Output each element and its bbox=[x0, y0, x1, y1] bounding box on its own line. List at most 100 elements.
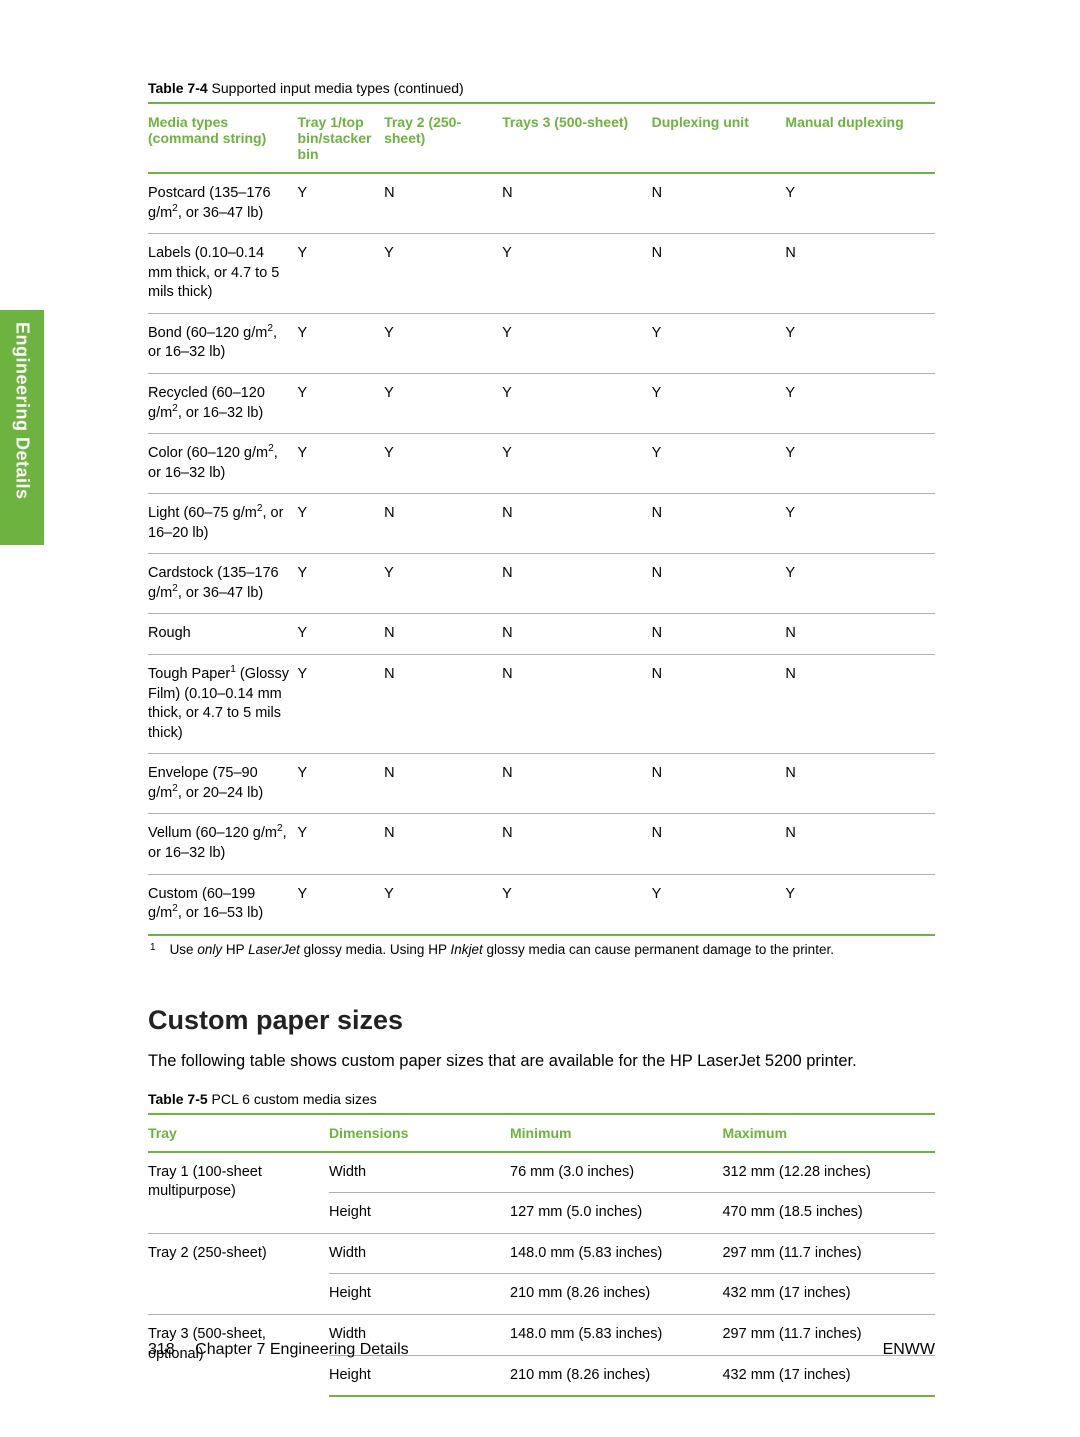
table-cell: Y bbox=[785, 173, 935, 234]
table-cell: Y bbox=[384, 373, 502, 433]
table-cell: N bbox=[502, 173, 652, 234]
table-row: Cardstock (135–176 g/m2, or 36–47 lb)YYN… bbox=[148, 554, 935, 614]
table-row: Custom (60–199 g/m2, or 16–53 lb)YYYYY bbox=[148, 874, 935, 935]
table-row: Labels (0.10–0.14 mm thick, or 4.7 to 5 … bbox=[148, 234, 935, 314]
min-cell: 148.0 mm (5.83 inches) bbox=[510, 1233, 722, 1274]
table-row: Postcard (135–176 g/m2, or 36–47 lb)YNNN… bbox=[148, 173, 935, 234]
footer-left: 318 Chapter 7 Engineering Details bbox=[148, 1341, 409, 1359]
table-cell: N bbox=[652, 234, 786, 314]
section-intro: The following table shows custom paper s… bbox=[148, 1050, 935, 1073]
table-cell: Y bbox=[298, 874, 385, 935]
tray-cell: Tray 1 (100-sheet multipurpose) bbox=[148, 1152, 329, 1234]
table-header-row: Tray Dimensions Minimum Maximum bbox=[148, 1114, 935, 1152]
dim-cell: Height bbox=[329, 1274, 510, 1315]
th-dimensions: Dimensions bbox=[329, 1114, 510, 1152]
table-cell: N bbox=[652, 173, 786, 234]
table-cell: Y bbox=[502, 313, 652, 373]
table-cell: N bbox=[502, 554, 652, 614]
table-cell: Y bbox=[298, 373, 385, 433]
table-cell: N bbox=[652, 494, 786, 554]
table-cell: Custom (60–199 g/m2, or 16–53 lb) bbox=[148, 874, 298, 935]
max-cell: 312 mm (12.28 inches) bbox=[722, 1152, 935, 1193]
table-cell: N bbox=[785, 234, 935, 314]
table-cell: N bbox=[652, 655, 786, 754]
table-cell: Y bbox=[785, 874, 935, 935]
max-cell: 432 mm (17 inches) bbox=[722, 1355, 935, 1396]
table-row: Recycled (60–120 g/m2, or 16–32 lb)YYYYY bbox=[148, 373, 935, 433]
table-cell: Rough bbox=[148, 614, 298, 655]
table-cell: Y bbox=[652, 313, 786, 373]
dim-cell: Width bbox=[329, 1233, 510, 1274]
th-tray1: Tray 1/top bin/stacker bin bbox=[298, 103, 385, 173]
table1-caption: Table 7-4 Supported input media types (c… bbox=[148, 80, 935, 96]
table-cell: Labels (0.10–0.14 mm thick, or 4.7 to 5 … bbox=[148, 234, 298, 314]
section-heading: Custom paper sizes bbox=[148, 1005, 935, 1036]
table-cell: Envelope (75–90 g/m2, or 20–24 lb) bbox=[148, 754, 298, 814]
table-cell: N bbox=[502, 655, 652, 754]
table-cell: N bbox=[785, 814, 935, 874]
table-row: RoughYNNNN bbox=[148, 614, 935, 655]
table-cell: Y bbox=[785, 313, 935, 373]
table-cell: Y bbox=[502, 234, 652, 314]
table-cell: Y bbox=[384, 554, 502, 614]
table-cell: N bbox=[384, 173, 502, 234]
table-cell: Light (60–75 g/m2, or 16–20 lb) bbox=[148, 494, 298, 554]
table-cell: Y bbox=[785, 554, 935, 614]
chapter-label: Chapter 7 Engineering Details bbox=[195, 1341, 408, 1358]
media-types-table: Media types (command string) Tray 1/top … bbox=[148, 102, 935, 936]
min-cell: 210 mm (8.26 inches) bbox=[510, 1274, 722, 1315]
side-tab: Engineering Details bbox=[0, 310, 44, 545]
table-cell: Vellum (60–120 g/m2, or 16–32 lb) bbox=[148, 814, 298, 874]
th-duplex: Duplexing unit bbox=[652, 103, 786, 173]
max-cell: 470 mm (18.5 inches) bbox=[722, 1193, 935, 1234]
table-row: Tray 1 (100-sheet multipurpose)Width76 m… bbox=[148, 1152, 935, 1193]
table-cell: Tough Paper1 (Glossy Film) (0.10–0.14 mm… bbox=[148, 655, 298, 754]
table-cell: N bbox=[384, 614, 502, 655]
table-cell: Cardstock (135–176 g/m2, or 36–47 lb) bbox=[148, 554, 298, 614]
table-row: Vellum (60–120 g/m2, or 16–32 lb)YNNNN bbox=[148, 814, 935, 874]
table-cell: N bbox=[652, 814, 786, 874]
table-row: Light (60–75 g/m2, or 16–20 lb)YNNNY bbox=[148, 494, 935, 554]
max-cell: 432 mm (17 inches) bbox=[722, 1274, 935, 1315]
table-cell: Y bbox=[384, 234, 502, 314]
table-cell: Y bbox=[785, 434, 935, 494]
th-media-types: Media types (command string) bbox=[148, 103, 298, 173]
table-cell: N bbox=[502, 754, 652, 814]
table2-caption-rest: PCL 6 custom media sizes bbox=[208, 1091, 377, 1107]
table-cell: N bbox=[502, 494, 652, 554]
th-tray: Tray bbox=[148, 1114, 329, 1152]
table-cell: Postcard (135–176 g/m2, or 36–47 lb) bbox=[148, 173, 298, 234]
table-cell: N bbox=[384, 494, 502, 554]
table-cell: Recycled (60–120 g/m2, or 16–32 lb) bbox=[148, 373, 298, 433]
dim-cell: Width bbox=[329, 1152, 510, 1193]
table-cell: Y bbox=[298, 434, 385, 494]
table-row: Tough Paper1 (Glossy Film) (0.10–0.14 mm… bbox=[148, 655, 935, 754]
footnote-text: Use only HP LaserJet glossy media. Using… bbox=[170, 942, 834, 957]
table-cell: Y bbox=[502, 434, 652, 494]
table-cell: N bbox=[384, 814, 502, 874]
table-cell: Y bbox=[785, 373, 935, 433]
table-cell: Y bbox=[298, 173, 385, 234]
table-cell: Y bbox=[298, 554, 385, 614]
table1-caption-bold: Table 7-4 bbox=[148, 80, 208, 96]
footer-right: ENWW bbox=[883, 1341, 935, 1359]
min-cell: 76 mm (3.0 inches) bbox=[510, 1152, 722, 1193]
table-cell: Color (60–120 g/m2, or 16–32 lb) bbox=[148, 434, 298, 494]
table-cell: Y bbox=[384, 434, 502, 494]
th-tray2: Tray 2 (250-sheet) bbox=[384, 103, 502, 173]
table-cell: Y bbox=[298, 494, 385, 554]
table-header-row: Media types (command string) Tray 1/top … bbox=[148, 103, 935, 173]
page-content: Table 7-4 Supported input media types (c… bbox=[0, 0, 1080, 1397]
table-cell: Y bbox=[384, 313, 502, 373]
footnote: 1 Use only HP LaserJet glossy media. Usi… bbox=[148, 942, 935, 957]
table-row: Tray 2 (250-sheet)Width148.0 mm (5.83 in… bbox=[148, 1233, 935, 1274]
table-cell: Y bbox=[298, 614, 385, 655]
table-cell: Y bbox=[502, 373, 652, 433]
th-minimum: Minimum bbox=[510, 1114, 722, 1152]
table2-caption: Table 7-5 PCL 6 custom media sizes bbox=[148, 1091, 935, 1107]
table-cell: Y bbox=[298, 313, 385, 373]
table-cell: N bbox=[785, 655, 935, 754]
table-cell: N bbox=[502, 614, 652, 655]
table-cell: Y bbox=[652, 373, 786, 433]
table-row: Bond (60–120 g/m2, or 16–32 lb)YYYYY bbox=[148, 313, 935, 373]
